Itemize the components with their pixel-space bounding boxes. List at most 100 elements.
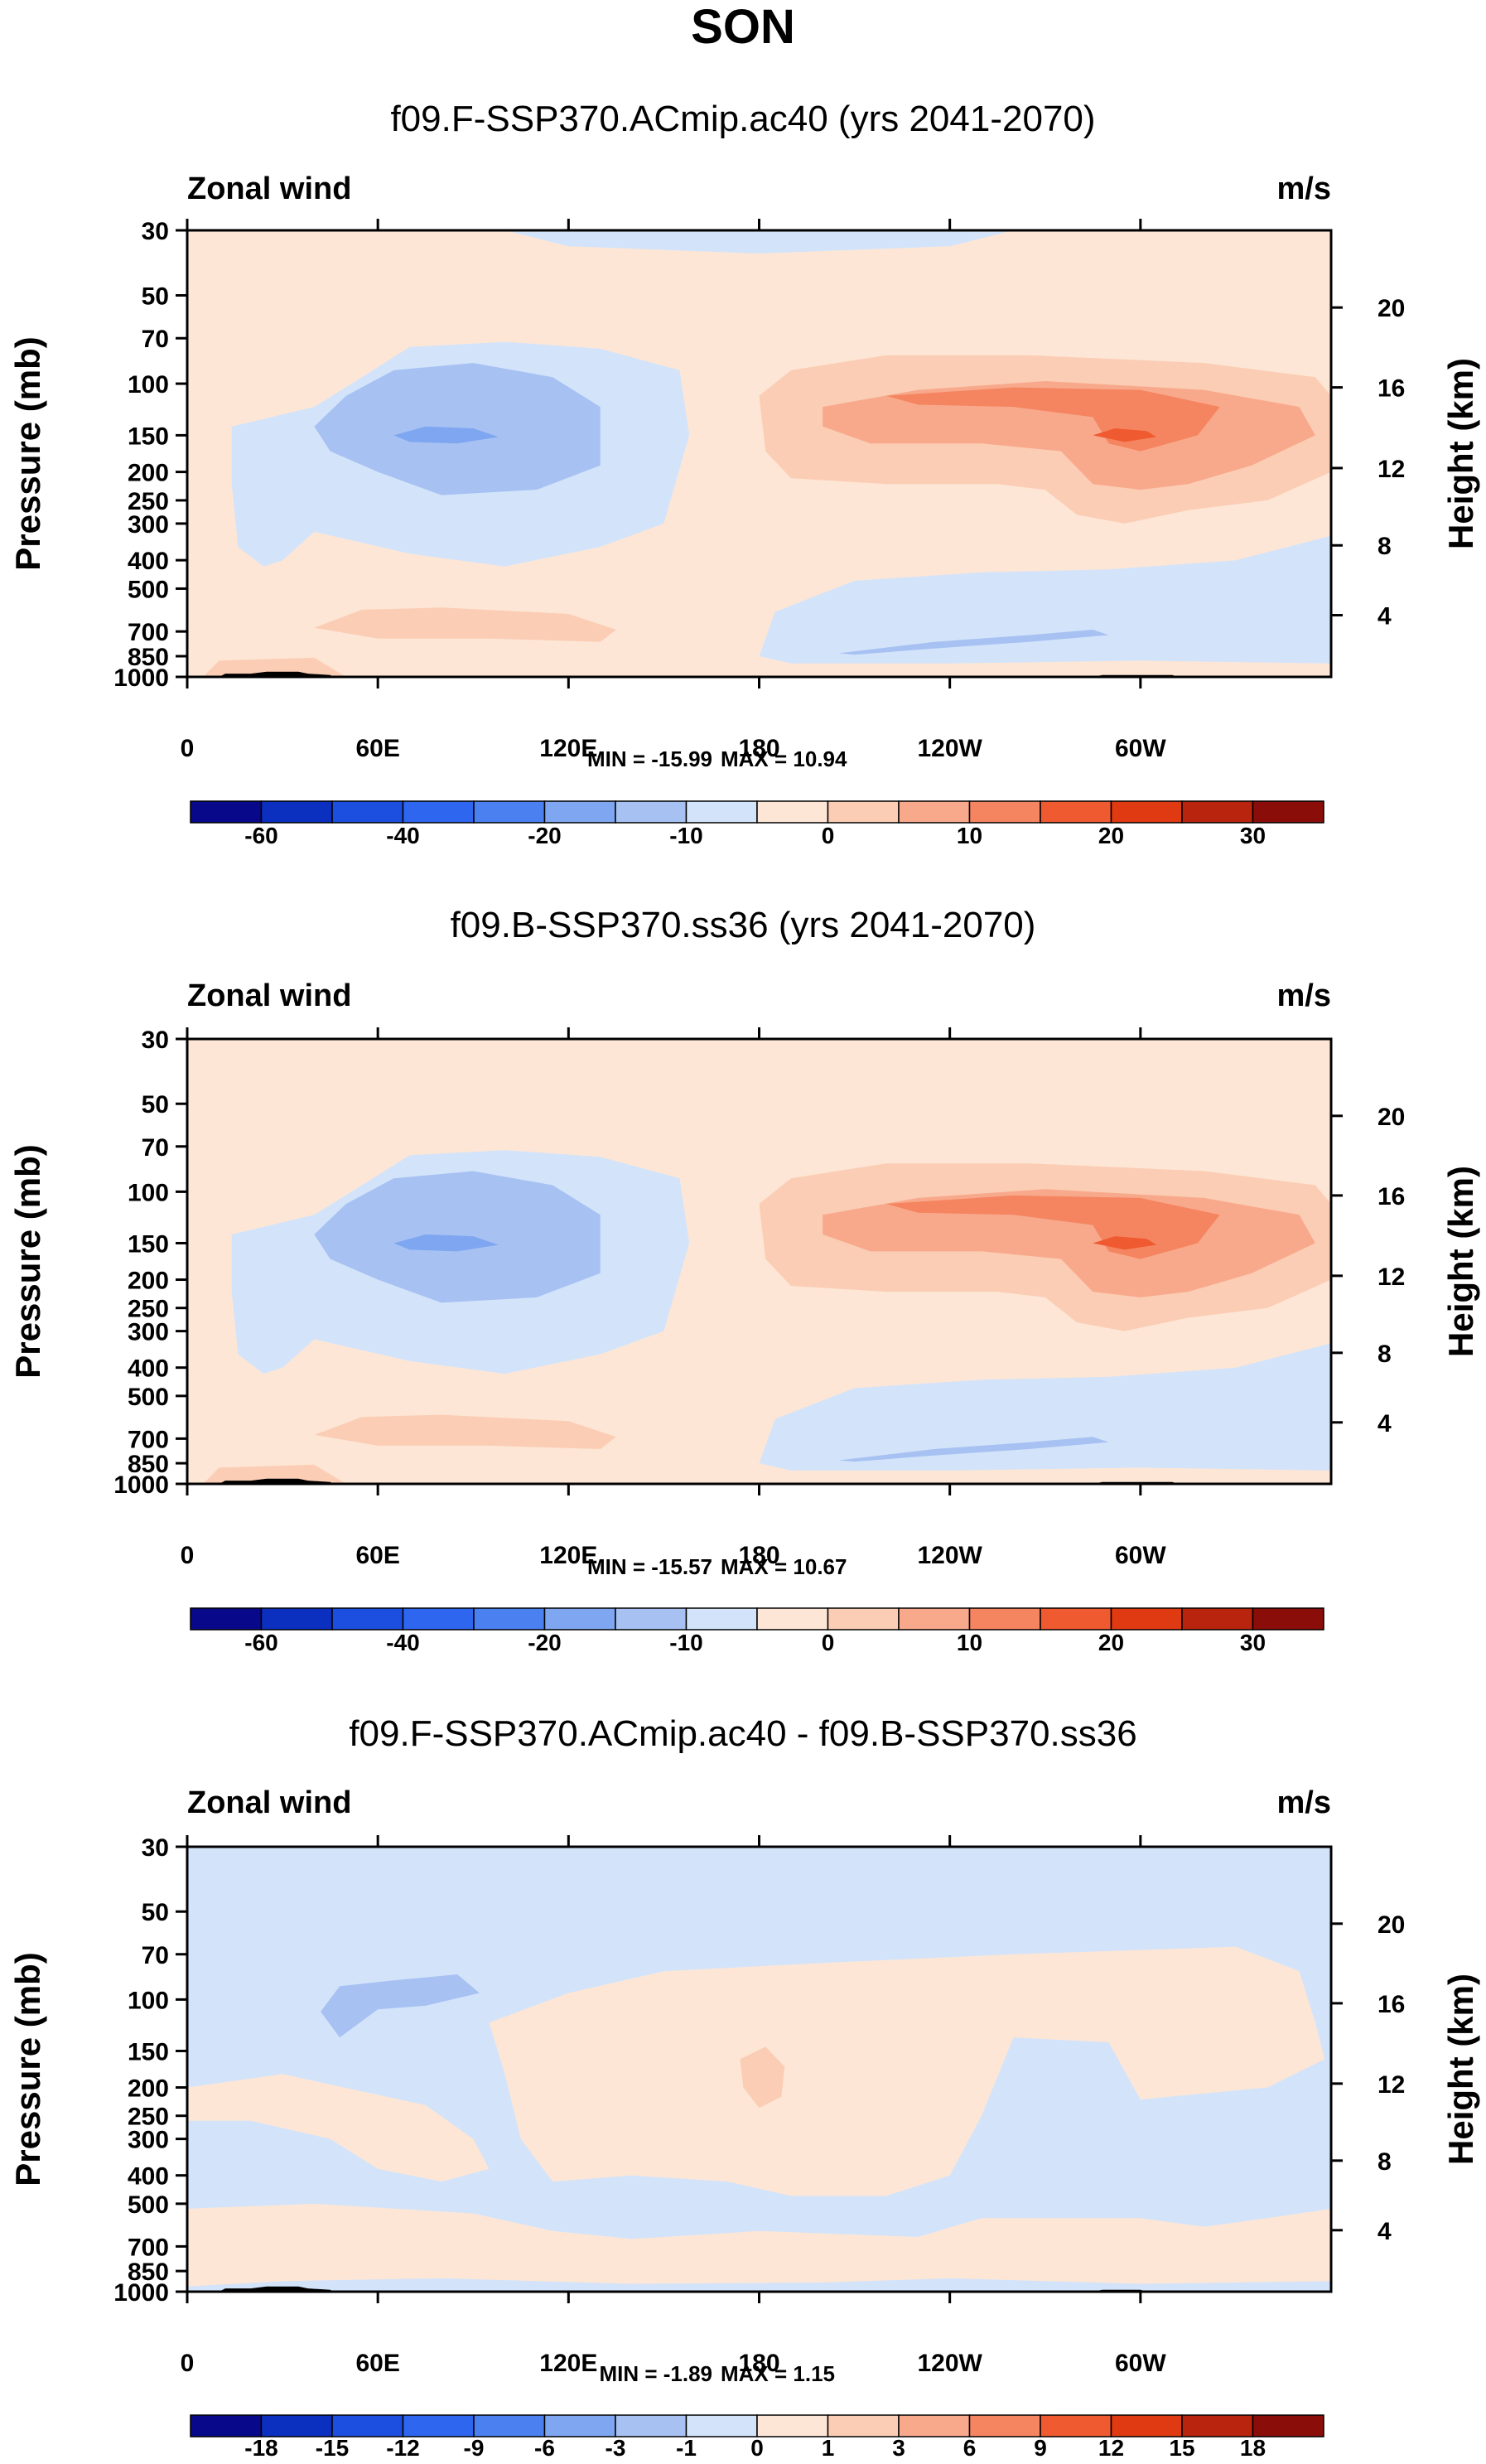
min-label: MIN = -15.57 — [587, 1554, 712, 1579]
colorbar-swatch — [331, 1607, 404, 1631]
y-tick-label: 200 — [128, 1268, 169, 1295]
colorbar-swatch — [190, 1607, 263, 1631]
colorbar-swatch — [260, 2414, 333, 2437]
y-tick-label: 250 — [128, 488, 169, 515]
y2-tick-label: 16 — [1377, 1991, 1405, 2018]
colorbar-label: 15 — [1169, 2435, 1194, 2461]
colorbar-swatch — [473, 1607, 546, 1631]
colorbar-swatch — [685, 2414, 758, 2437]
x-tick-label: 60W — [1115, 1542, 1166, 1569]
y-tick-label: 150 — [128, 423, 169, 450]
colorbar-swatch — [260, 800, 333, 824]
colorbar-swatch — [685, 800, 758, 824]
y-tick-label: 500 — [128, 1384, 169, 1411]
colorbar-label: 12 — [1098, 2435, 1124, 2461]
x-tick-label: 180 — [738, 735, 779, 762]
y-axis-title: Pressure (mb) — [8, 1952, 47, 2186]
colorbar-label: -12 — [386, 2435, 419, 2461]
y-tick-label: 400 — [128, 1355, 169, 1383]
y2-tick-label: 12 — [1377, 456, 1405, 483]
colorbar-label: 0 — [822, 823, 835, 848]
colorbar-swatch — [402, 1607, 475, 1631]
colorbar-label: -60 — [244, 823, 277, 848]
panel-title: f09.F-SSP370.ACmip.ac40 (yrs 2041-2070) — [390, 99, 1095, 139]
colorbar-label: -20 — [528, 823, 561, 848]
x-tick-label: 120W — [917, 1542, 982, 1569]
y-tick-label: 300 — [128, 1319, 169, 1346]
x-tick-label: 60E — [355, 2350, 399, 2377]
max-label: MAX = 10.94 — [721, 746, 847, 771]
contour-field — [187, 1039, 1331, 1484]
units-label: m/s — [1277, 1785, 1331, 1820]
panel-2: f09.B-SSP370.ss36 (yrs 2041-2070) Zonal w… — [8, 905, 1480, 1655]
y-tick-label: 70 — [142, 1942, 169, 1969]
colorbar-label: -6 — [534, 2435, 555, 2461]
y-tick-label: 500 — [128, 2191, 169, 2219]
colorbar-swatch — [1181, 800, 1254, 824]
panel-title: f09.F-SSP370.ACmip.ac40 - f09.B-SSP370.s… — [349, 1713, 1136, 1754]
contour-upper-light-blue — [504, 230, 1014, 254]
y-tick-label: 1000 — [113, 2279, 169, 2307]
contour-lower-westward — [838, 1437, 1109, 1462]
contour-westward-core — [393, 426, 499, 444]
figure-title: SON — [691, 0, 795, 54]
colorbar-label: -60 — [244, 1630, 277, 1655]
y2-tick-label: 20 — [1377, 1104, 1405, 1131]
x-tick-label: 0 — [181, 1542, 195, 1569]
x-tick-label: 60W — [1115, 735, 1166, 762]
contour-lower-light-blue — [759, 535, 1331, 664]
colorbar-label: 10 — [957, 1630, 982, 1655]
colorbar-swatch — [402, 2414, 475, 2437]
y-axis-title: Pressure (mb) — [8, 336, 47, 570]
min-label: MIN = -1.89 — [599, 2361, 712, 2386]
x-tick-label: 120E — [539, 1542, 597, 1569]
units-label: m/s — [1277, 172, 1331, 206]
colorbar-swatch — [473, 800, 546, 824]
colorbar-swatch — [968, 2414, 1041, 2437]
colorbar-label: -40 — [386, 1630, 419, 1655]
colorbar-swatch — [1252, 800, 1324, 824]
y2-tick-label: 4 — [1377, 2218, 1392, 2245]
contour-positive-surface — [187, 2203, 1331, 2287]
colorbar-label: 1 — [822, 2435, 835, 2461]
x-tick-label: 120E — [539, 2350, 597, 2377]
y-tick-label: 50 — [142, 1899, 169, 1926]
panel-1: f09.F-SSP370.ACmip.ac40 (yrs 2041-2070) Z… — [8, 99, 1480, 848]
colorbar-label: 30 — [1240, 823, 1266, 848]
colorbar: -18 -15 -12 -9 -6 -3 -1 0 1 3 6 9 12 15 18 — [190, 2414, 1324, 2461]
colorbar-swatch — [1181, 1607, 1254, 1631]
y-tick-label: 250 — [128, 2104, 169, 2131]
contour-eastward-max — [1093, 428, 1156, 442]
colorbar-label: -40 — [386, 823, 419, 848]
colorbar-swatch — [968, 800, 1041, 824]
panel-title: f09.B-SSP370.ss36 (yrs 2041-2070) — [451, 905, 1036, 945]
colorbar: -60 -40 -20 -10 0 10 20 30 — [190, 1607, 1324, 1655]
y-tick-label: 50 — [142, 1091, 169, 1118]
colorbar-swatch — [615, 1607, 688, 1631]
x-tick-label: 0 — [181, 735, 195, 762]
y-tick-label: 400 — [128, 548, 169, 575]
min-label: MIN = -15.99 — [587, 746, 712, 771]
y-tick-label: 200 — [128, 2075, 169, 2103]
y2-tick-label: 4 — [1377, 603, 1392, 630]
y-tick-label: 850 — [128, 2259, 169, 2286]
y-tick-label: 700 — [128, 1426, 169, 1453]
colorbar-swatch — [190, 2414, 263, 2437]
colorbar-swatch — [756, 1607, 829, 1631]
colorbar-swatch — [756, 2414, 829, 2437]
colorbar-swatch — [1040, 800, 1112, 824]
x-tick-label: 0 — [181, 2350, 195, 2377]
panel-3: f09.F-SSP370.ACmip.ac40 - f09.B-SSP370.s… — [8, 1713, 1480, 2461]
colorbar-label: -10 — [669, 823, 702, 848]
contour-surface-eastward — [203, 1464, 346, 1484]
colorbar-swatch — [898, 2414, 971, 2437]
colorbar-swatch — [615, 2414, 688, 2437]
contour-field — [187, 1847, 1331, 2292]
y-tick-label: 30 — [142, 218, 169, 245]
colorbar-label: 20 — [1098, 823, 1124, 848]
y-tick-label: 500 — [128, 576, 169, 603]
colorbar-swatch — [1040, 2414, 1112, 2437]
colorbar-label: 30 — [1240, 1630, 1266, 1655]
y-tick-label: 400 — [128, 2163, 169, 2191]
colorbar-label: 9 — [1034, 2435, 1047, 2461]
